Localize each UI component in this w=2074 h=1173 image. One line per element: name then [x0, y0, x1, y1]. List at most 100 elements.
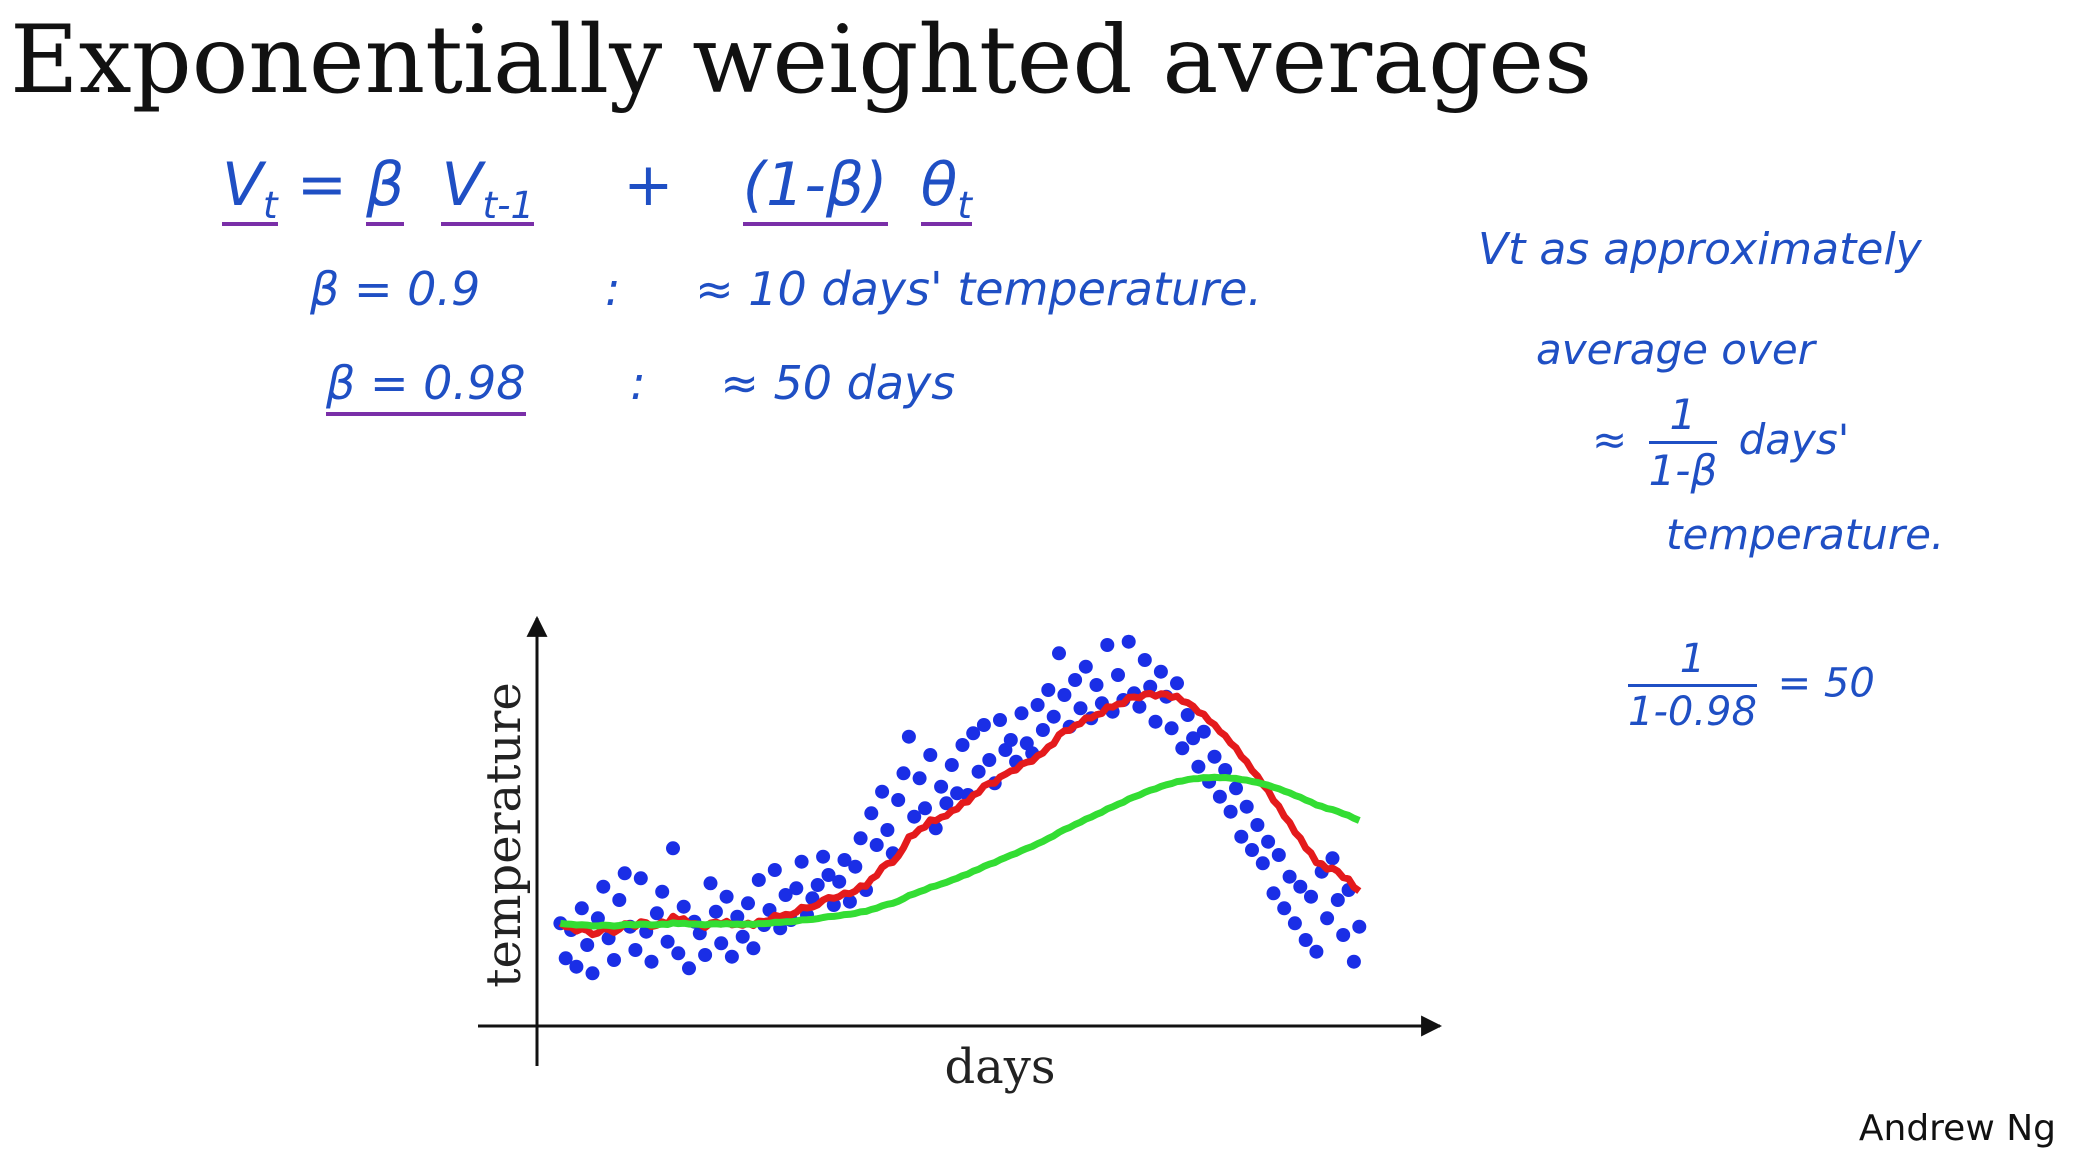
side-calculation: 1 1-0.98 = 50: [1620, 636, 1875, 735]
data-point: [1121, 634, 1136, 649]
data-point: [789, 881, 804, 896]
data-point: [923, 748, 938, 762]
data-point: [714, 936, 729, 951]
data-point: [1153, 664, 1168, 679]
data-point: [1132, 699, 1147, 714]
data-point: [880, 823, 895, 837]
data-point: [1052, 646, 1066, 661]
data-point: [628, 943, 643, 957]
author-credit: Andrew Ng: [1858, 1108, 2056, 1149]
beta-line-2-right: ≈ 50 days: [720, 356, 956, 410]
data-point: [778, 888, 793, 902]
data-point: [676, 899, 691, 914]
data-point: [1014, 706, 1029, 721]
data-point: [1180, 708, 1195, 722]
y-axis-label: temperature: [476, 682, 532, 987]
data-point: [1046, 709, 1061, 724]
data-point: [1073, 701, 1088, 716]
data-point: [1223, 804, 1238, 819]
data-point: [869, 838, 884, 852]
data-point: [1250, 818, 1265, 832]
beta-line-2: β = 0.98 : ≈ 50 days: [326, 356, 956, 416]
data-point: [1148, 714, 1163, 729]
data-point: [1304, 889, 1318, 904]
data-point: [607, 953, 621, 967]
data-point: [1164, 721, 1179, 736]
data-point: [671, 946, 686, 961]
data-point: [682, 961, 696, 976]
data-point: [912, 771, 927, 786]
data-point: [1309, 944, 1324, 959]
data-point: [1320, 911, 1335, 926]
data-point: [928, 821, 943, 836]
data-point: [821, 868, 836, 882]
side-note-fraction-line: ≈ 1 1-β days': [1592, 390, 1849, 495]
data-point: [966, 726, 981, 741]
data-point: [1293, 879, 1308, 894]
data-point: [569, 959, 584, 974]
data-point: [993, 713, 1007, 727]
data-point: [1100, 638, 1115, 652]
data-point: [1111, 668, 1125, 682]
data-point: [853, 831, 868, 846]
formula-theta: θt: [920, 150, 972, 228]
data-point: [1239, 799, 1254, 814]
data-point: [1234, 829, 1249, 844]
data-point: [1196, 724, 1211, 739]
data-point: [767, 863, 782, 877]
side-approx: ≈: [1592, 415, 1628, 464]
data-point: [816, 849, 831, 864]
data-point: [1277, 901, 1292, 916]
data-point: [832, 874, 847, 889]
data-point: [724, 949, 739, 964]
data-point: [837, 853, 852, 867]
data-point: [1030, 698, 1045, 712]
side-days: days': [1738, 415, 1850, 464]
data-point: [848, 859, 863, 874]
beta-line-1-left: β = 0.9: [310, 262, 481, 316]
data-point: [590, 911, 605, 926]
ewa-line-beta-0.98: [559, 773, 1361, 930]
x-axis-label: days: [944, 1039, 1055, 1095]
data-point: [826, 898, 841, 912]
data-point: [1282, 869, 1297, 884]
data-point: [794, 854, 809, 869]
data-point: [1218, 763, 1233, 777]
data-point: [1137, 653, 1152, 667]
data-point: [1186, 731, 1201, 746]
data-point: [805, 891, 820, 906]
data-point: [1330, 893, 1345, 907]
ewa-line-beta-0.9: [558, 689, 1362, 939]
data-point: [1245, 843, 1259, 857]
data-point: [1352, 919, 1367, 934]
formula-lhs: Vt: [222, 150, 278, 228]
data-point: [842, 894, 857, 909]
data-point: [1212, 789, 1227, 804]
data-point: [971, 764, 986, 779]
data-point: [944, 758, 959, 772]
data-point: [633, 871, 648, 886]
data-point: [1255, 856, 1270, 871]
data-point: [1287, 916, 1302, 931]
beta-line-2-colon: :: [630, 356, 646, 410]
data-point: [1336, 928, 1351, 942]
data-point: [1175, 741, 1190, 756]
side-note-line-2: average over: [1536, 325, 1815, 374]
data-points: [553, 634, 1367, 981]
data-point: [1003, 733, 1018, 747]
data-point: [666, 841, 680, 856]
data-point: [1261, 834, 1276, 849]
data-point: [719, 889, 734, 904]
data-point: [1041, 683, 1056, 697]
beta-line-1-right: ≈ 10 days' temperature.: [695, 262, 1262, 316]
data-point: [1143, 679, 1158, 694]
data-point: [891, 793, 906, 807]
data-point: [1191, 759, 1206, 774]
data-point: [1271, 848, 1286, 862]
data-point: [810, 878, 825, 892]
data-point: [939, 796, 954, 811]
beta-line-1: β = 0.9 : ≈ 10 days' temperature.: [310, 262, 1262, 316]
data-point: [1346, 954, 1361, 969]
data-point: [896, 766, 911, 781]
